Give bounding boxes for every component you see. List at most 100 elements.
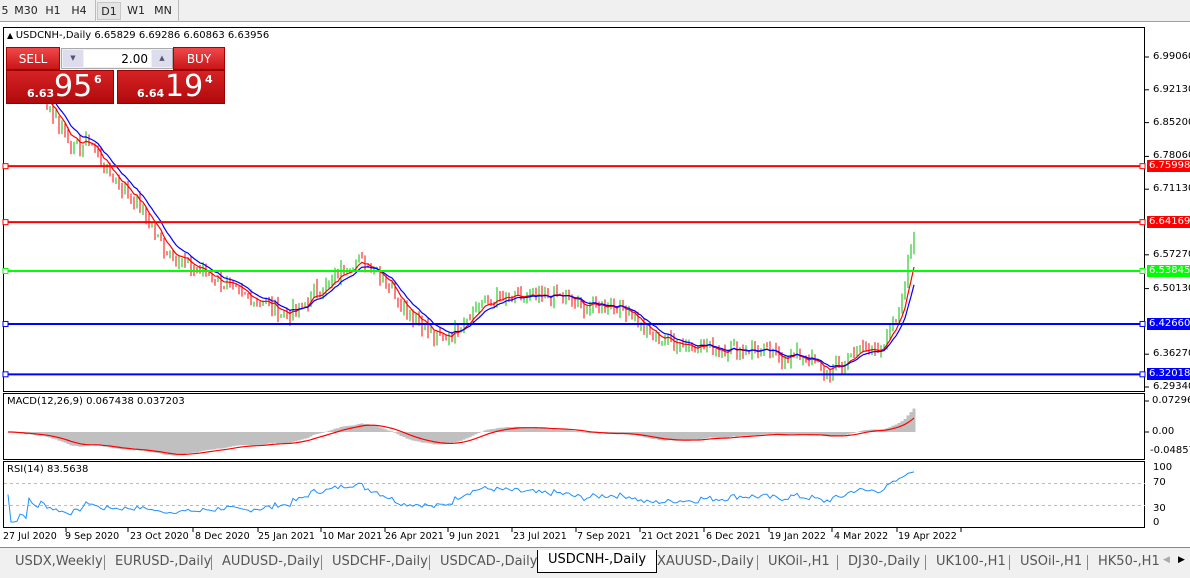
chart-tab[interactable]: XAUUSD-,Daily [657, 554, 754, 569]
hline-handle-right [1139, 371, 1146, 378]
lot-increase-icon[interactable]: ▲ [152, 50, 172, 67]
date-axis-label: 10 Mar 2021 [322, 531, 383, 542]
date-axis-label: 8 Dec 2020 [195, 531, 250, 542]
hline-handle-right [1139, 163, 1146, 170]
price-bars-group [7, 72, 915, 383]
sell-price-prefix: 6.63 [27, 87, 55, 100]
lot-control: ▼ ▲ [61, 48, 173, 69]
price-axis-label: 6.71130 [1153, 183, 1190, 195]
tab-separator [211, 555, 212, 570]
chart-title: ▲ USDCNH-,Daily 6.65829 6.69286 6.60863 … [7, 30, 269, 41]
hline-handle-left [2, 163, 9, 170]
buy-price-big: 19 [165, 69, 204, 104]
timeframe-d1[interactable]: D1 [97, 2, 121, 20]
tab-separator [321, 555, 322, 570]
price-axis-label: 6.36270 [1153, 348, 1190, 360]
tab-separator [1087, 555, 1088, 570]
hline-handle-left [2, 219, 9, 226]
timeframe-h1[interactable]: H1 [45, 4, 61, 17]
date-axis-label: 23 Oct 2020 [130, 531, 189, 542]
hline-handle-left [2, 320, 9, 327]
date-axis-label: 26 Apr 2021 [385, 531, 444, 542]
date-axis-label: 21 Oct 2021 [641, 531, 700, 542]
buy-price-prefix: 6.64 [137, 87, 165, 100]
chart-tabs: USDX,Weekly EURUSD-,Daily AUDUSD-,Daily USD… [0, 547, 1190, 578]
rsi-axis-70: 70 [1153, 477, 1166, 488]
hline-price-tag: 6.32018 [1147, 368, 1190, 381]
chart-tab[interactable]: USDCHF-,Daily [332, 554, 428, 569]
date-axis-label: 7 Sep 2021 [577, 531, 632, 542]
price-axis-label: 6.99060 [1153, 51, 1190, 62]
date-axis-label: 25 Jan 2021 [258, 531, 315, 542]
tab-separator [1009, 555, 1010, 570]
rsi-panel[interactable] [3, 461, 1145, 528]
sell-button[interactable]: SELL [6, 47, 60, 70]
tab-separator [429, 555, 430, 570]
macd-axis-max: 0.072963 [1152, 395, 1190, 406]
hline-price-tag: 6.64169 [1147, 216, 1190, 229]
tab-separator [757, 555, 758, 570]
price-chart [2, 56, 1149, 532]
rsi-axis-0: 0 [1153, 517, 1160, 528]
timeframe-m30[interactable]: M30 [14, 4, 38, 17]
hline-handle-right [1139, 219, 1146, 226]
timeframe-m5[interactable]: 5 [1, 4, 9, 17]
chart-tab[interactable]: UKOil-,H1 [768, 554, 830, 569]
hline-price-tag: 6.53845 [1147, 265, 1190, 277]
price-axis-label: 6.57270 [1153, 248, 1190, 260]
one-click-trading-panel: SELL ▼ ▲ BUY 6.63 95 6 6.64 19 4 [6, 47, 225, 104]
hline-handle-right [1139, 268, 1146, 275]
chart-tab[interactable]: AUDUSD-,Daily [222, 554, 320, 569]
date-axis-label: 23 Jul 2021 [513, 531, 567, 542]
hline-handle-left [2, 371, 9, 378]
timeframe-w1[interactable]: W1 [127, 4, 145, 17]
hline-price-tag: 6.42660 [1147, 317, 1190, 330]
macd-axis-zero: 0.00 [1152, 426, 1175, 437]
chart-tab[interactable]: DJ30-,Daily [848, 554, 921, 569]
sell-price-big: 95 [54, 69, 93, 104]
date-axis-label: 9 Jun 2021 [449, 531, 501, 542]
rsi-axis-30: 30 [1153, 503, 1166, 514]
timeframe-h4[interactable]: H4 [71, 4, 87, 17]
date-axis-label: 19 Apr 2022 [898, 531, 957, 542]
price-axis-label: 6.78060 [1153, 150, 1190, 162]
buy-price[interactable]: 6.64 19 4 [117, 69, 225, 104]
date-axis-label: 9 Sep 2020 [65, 531, 120, 542]
ma-slow-line [7, 78, 915, 368]
rsi-line [7, 471, 915, 523]
sell-price-sup: 6 [94, 73, 102, 86]
tab-separator [104, 555, 105, 570]
lot-decrease-icon[interactable]: ▼ [63, 50, 83, 67]
chart-tab[interactable]: USDX,Weekly [15, 554, 103, 569]
buy-button[interactable]: BUY [173, 47, 225, 70]
chart-tab[interactable]: UK100-,H1 [936, 554, 1006, 569]
triangle-up-icon[interactable]: ▲ [7, 31, 16, 40]
macd-axis-min: -0.04857 [1150, 445, 1190, 456]
chart-tab[interactable]: HK50-,H1 [1098, 554, 1160, 569]
tab-separator [925, 555, 926, 570]
timeframe-mn[interactable]: MN [154, 4, 172, 17]
macd-label: MACD(12,26,9) 0.067438 0.037203 [7, 396, 185, 407]
timeframe-toolbar: 5 M30 H1 H4 D1 W1 MN [0, 0, 1190, 22]
tab-separator [837, 555, 838, 570]
chart-tab[interactable]: USDCAD-,Daily [440, 554, 538, 569]
lot-input[interactable] [84, 50, 151, 67]
buy-price-sup: 4 [205, 73, 213, 86]
chart-tab[interactable]: USOil-,H1 [1020, 554, 1083, 569]
date-axis-label: 6 Dec 2021 [706, 531, 761, 542]
price-axis-label: 6.85200 [1153, 116, 1190, 128]
date-axis-label: 27 Jul 2020 [3, 531, 57, 542]
date-axis-label: 4 Mar 2022 [834, 531, 889, 542]
tab-scroll-right-icon[interactable]: ▶ [1178, 555, 1185, 565]
chart-tab[interactable]: USDCNH-,Daily [537, 550, 658, 573]
chart-title-text: USDCNH-,Daily 6.65829 6.69286 6.60863 6.… [15, 30, 270, 41]
tab-scroll-left-icon[interactable]: ◀ [1163, 555, 1170, 565]
date-axis-label: 19 Jan 2022 [769, 531, 826, 542]
rsi-label: RSI(14) 83.5638 [7, 464, 89, 475]
hline-handle-right [1139, 320, 1146, 327]
sell-price[interactable]: 6.63 95 6 [6, 69, 114, 104]
hline-handle-left [2, 268, 9, 275]
price-axis-label: 6.92130 [1153, 83, 1190, 95]
price-axis-label: 6.29340 [1153, 381, 1190, 392]
chart-tab[interactable]: EURUSD-,Daily [115, 554, 212, 569]
